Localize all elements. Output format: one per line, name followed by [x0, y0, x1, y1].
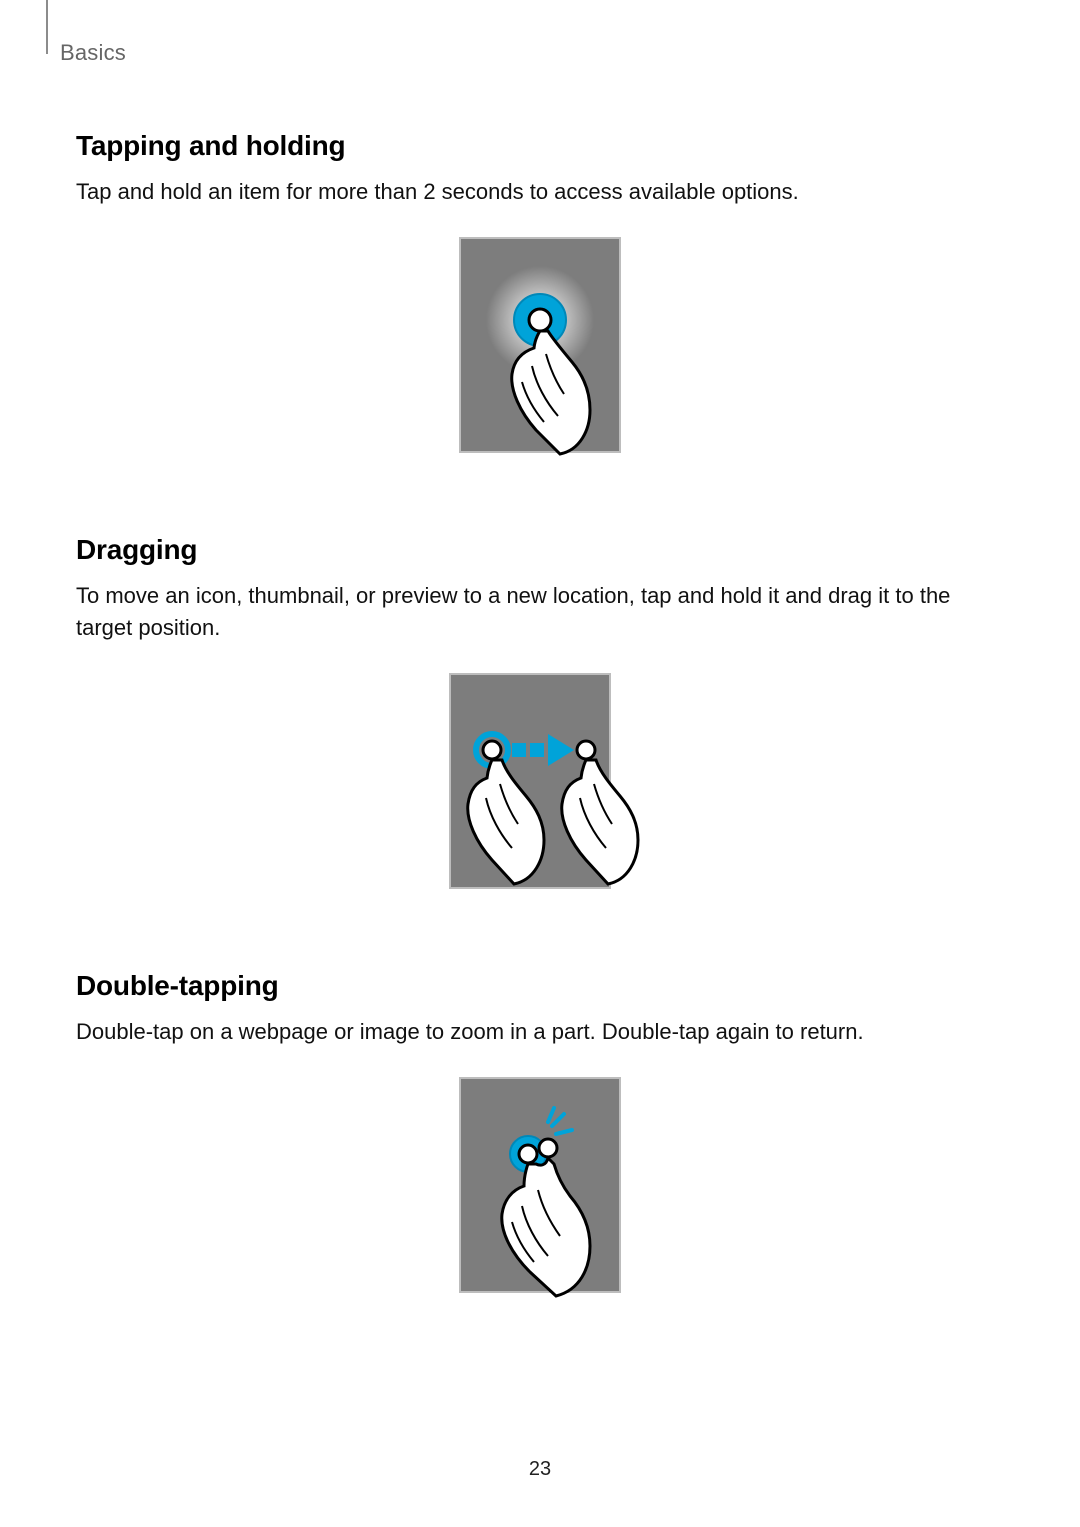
section-label: Basics	[60, 40, 1004, 66]
heading-dragging: Dragging	[76, 534, 1004, 566]
illustration-tap-hold	[76, 234, 1004, 474]
body-double-tap: Double-tap on a webpage or image to zoom…	[76, 1016, 1004, 1048]
body-dragging: To move an icon, thumbnail, or preview t…	[76, 580, 1004, 644]
illustration-dragging	[76, 670, 1004, 910]
illustration-double-tap	[76, 1074, 1004, 1314]
double-tap-icon	[440, 1074, 640, 1314]
manual-page: Basics Tapping and holding Tap and hold …	[0, 0, 1080, 1527]
dragging-icon	[410, 670, 670, 910]
heading-tap-hold: Tapping and holding	[76, 130, 1004, 162]
tap-hold-icon	[440, 234, 640, 474]
page-number: 23	[0, 1458, 1080, 1481]
heading-double-tap: Double-tapping	[76, 970, 1004, 1002]
body-tap-hold: Tap and hold an item for more than 2 sec…	[76, 176, 1004, 208]
header-rule	[46, 0, 48, 54]
